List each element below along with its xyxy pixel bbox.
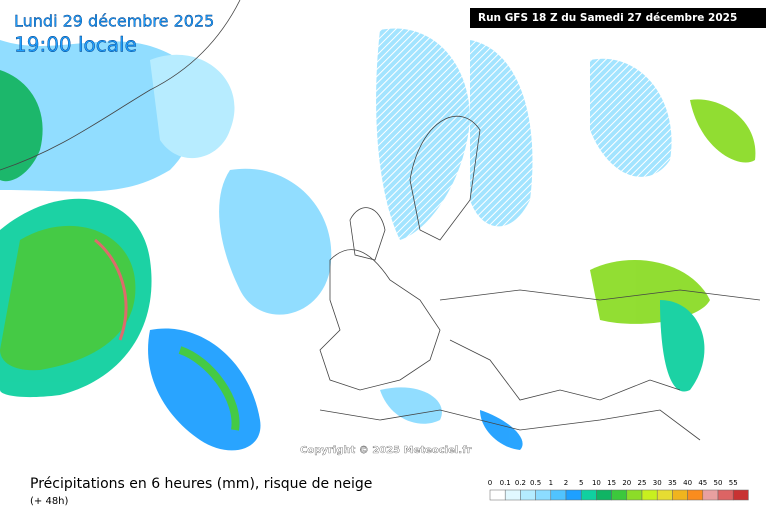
- legend-label: 50: [714, 479, 723, 487]
- legend-label: 2: [564, 479, 568, 487]
- legend-swatch: [687, 489, 704, 501]
- legend-swatch: [717, 489, 734, 501]
- footer-subtitle: (+ 48h): [30, 496, 69, 507]
- legend-swatch: [702, 489, 719, 501]
- copyright: Copyright © 2025 Meteociel.fr: [300, 445, 471, 456]
- legend-label: 55: [729, 479, 738, 487]
- legend-label: 1: [549, 479, 553, 487]
- legend-swatch: [626, 489, 643, 501]
- footer-title: Précipitations en 6 heures (mm), risque …: [30, 476, 372, 492]
- legend-swatch: [732, 489, 749, 501]
- legend-swatch: [611, 489, 628, 501]
- legend-swatch: [550, 489, 567, 501]
- valid-date: Lundi 29 décembre 2025: [14, 12, 214, 31]
- run-info: Run GFS 18 Z du Samedi 27 décembre 2025: [478, 12, 737, 24]
- legend-swatch: [520, 489, 536, 501]
- legend-label: 25: [638, 479, 647, 487]
- legend-label: 5: [579, 479, 583, 487]
- legend-swatch: [596, 489, 612, 501]
- legend-swatch: [580, 489, 597, 501]
- run-banner: [470, 8, 766, 28]
- legend-swatch: [535, 489, 552, 501]
- legend-swatch: [489, 489, 506, 501]
- legend-swatch: [672, 489, 688, 501]
- valid-time: 19:00 locale: [14, 33, 137, 57]
- legend-label: 15: [607, 479, 616, 487]
- precipitation: [0, 28, 756, 451]
- legend-swatch: [565, 489, 582, 501]
- legend-label: 30: [653, 479, 662, 487]
- legend-swatch: [641, 489, 658, 501]
- legend-label: 0.2: [515, 479, 526, 487]
- legend-label: 40: [683, 479, 692, 487]
- legend: 0 0.1 0.2 0.5 1 2 5 10 15 20 25 30 35 40 45 50 55: [488, 479, 749, 501]
- legend-swatch: [504, 489, 521, 501]
- legend-label: 45: [698, 479, 707, 487]
- legend-label: 35: [668, 479, 677, 487]
- coastlines: [0, 0, 761, 441]
- legend-label: 0.5: [530, 479, 541, 487]
- legend-label: 10: [592, 479, 601, 487]
- legend-label: 20: [622, 479, 631, 487]
- legend-label: 0: [488, 479, 492, 487]
- legend-label: 0.1: [500, 479, 511, 487]
- legend-swatch: [656, 489, 673, 501]
